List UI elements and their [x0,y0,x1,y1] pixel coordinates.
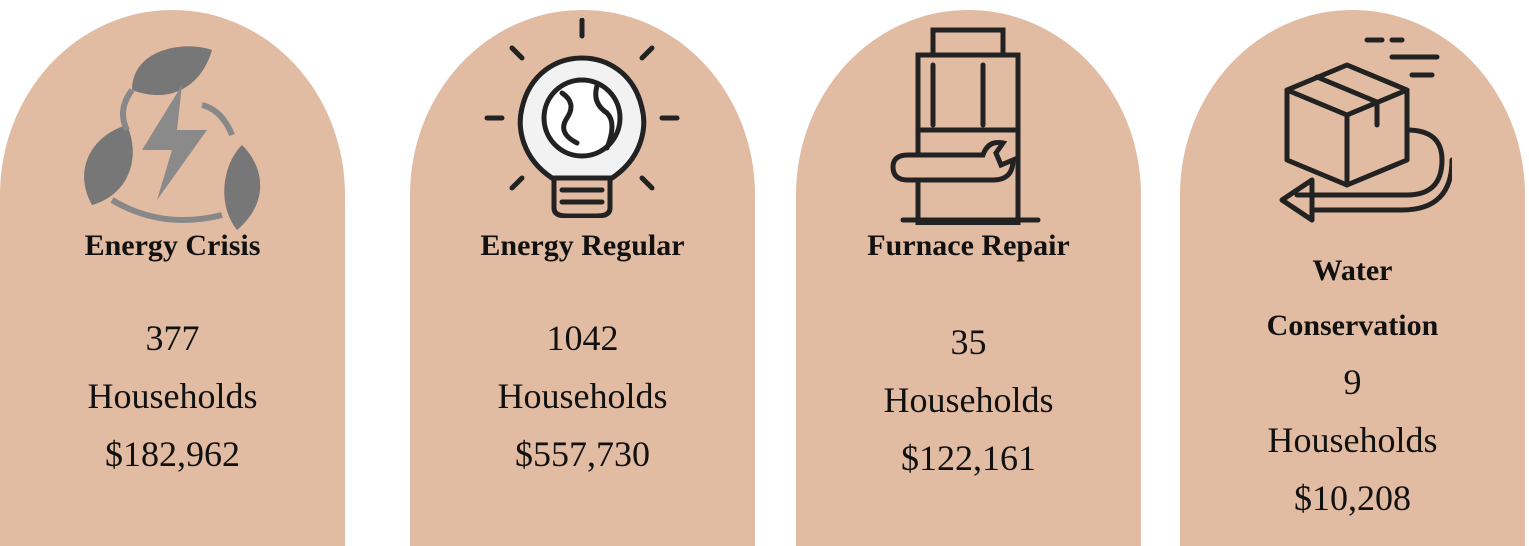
icon-bulb [484,18,680,218]
card-amount: $557,730 [515,434,650,474]
card-text: Furnace Repair 35 Households $122,161 [796,218,1141,487]
card: Water Conservation 9 Households $10,208 [1180,10,1525,546]
card-unit: Households [1267,420,1438,460]
card-unit: Households [87,376,258,416]
card-title: Energy Crisis [84,229,261,262]
icon-renewable [84,46,261,230]
card-count: 1042 [546,318,619,358]
card-unit: Households [883,380,1054,420]
card-title: Energy Regular [480,229,685,262]
card-text: Water Conservation 9 Households $10,208 [1180,243,1525,527]
card-title: Furnace Repair [867,229,1070,262]
card-count: 35 [950,322,987,362]
card-count: 377 [145,318,200,358]
card-count: 9 [1343,362,1362,402]
card: Furnace Repair 35 Households $122,161 [796,10,1141,546]
card: Energy Regular 1042 Households $557,730 [410,10,755,546]
card-title: Water Conservation [1266,254,1439,342]
icon-box-return [1279,37,1452,223]
card-amount: $122,161 [901,438,1036,478]
card-amount: $182,962 [105,434,240,474]
card-amount: $10,208 [1294,478,1411,518]
icon-furnace [890,27,1041,225]
card: Energy Crisis 377 Households $182,962 [0,10,345,546]
card-text: Energy Crisis 377 Households $182,962 [0,218,345,483]
card-unit: Households [497,376,668,416]
card-text: Energy Regular 1042 Households $557,730 [410,218,755,483]
